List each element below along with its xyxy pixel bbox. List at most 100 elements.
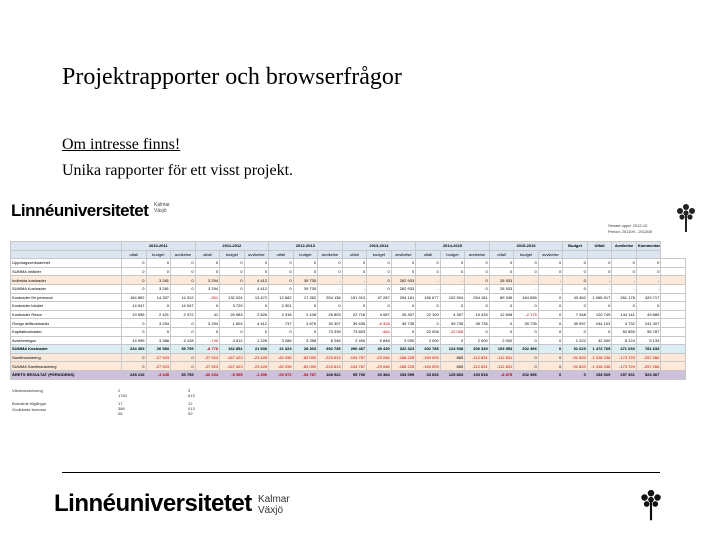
table-cell: 202 785: [415, 344, 441, 354]
table-cell: -: [415, 283, 441, 294]
report-footer-value: 3 613: [188, 388, 195, 398]
table-cell: 0: [562, 258, 588, 268]
table-cell: -112 831: [488, 361, 515, 371]
table-cell: -8 878: [488, 369, 515, 380]
table-cell: [660, 258, 686, 268]
table-cell: 0: [513, 361, 539, 371]
table-cell: 10 433: [464, 309, 490, 320]
table-cell: 0: [121, 361, 147, 371]
tree-logo-icon: [677, 204, 695, 232]
table-cell: 0: [537, 344, 564, 354]
table-cell: 0: [464, 258, 490, 268]
table-cell: 168 922: [317, 369, 343, 380]
table-row: Indirekta kostnader 0 3 281 0 3 294 0 4 412 0 39…: [10, 275, 686, 285]
table-cell: -: [635, 275, 662, 285]
table-cell: 0: [488, 301, 515, 311]
table-cell: 392 735: [317, 344, 343, 354]
table-cell: 0: [121, 352, 147, 363]
table-cell: 0: [219, 283, 245, 294]
table-cell: 0: [170, 326, 196, 337]
table-cell: 4 128: [170, 335, 196, 346]
table-cell: 0: [366, 283, 392, 294]
table-cell: 39 735: [292, 283, 319, 294]
table-cell: 49 689: [635, 309, 662, 320]
table-cell: 26 407: [390, 309, 417, 320]
table-cell: 0: [121, 275, 147, 285]
report-footer-row: Godkända bonusar: [12, 407, 46, 412]
table-cell: 2 000: [390, 335, 417, 346]
table-cell: 8 124: [611, 335, 637, 346]
table-cell: -173 729: [611, 361, 637, 371]
table-cell: 193 518: [464, 369, 490, 380]
table-cell: 202 396: [513, 344, 539, 354]
table-cell: -464: [366, 326, 392, 337]
table-cell: 0: [219, 266, 245, 277]
table-cell: 5 133: [635, 335, 662, 346]
table-cell: 0: [513, 326, 539, 337]
table-cell: -: [537, 275, 564, 285]
body-line-2: Unika rapporter för ett visst projekt.: [62, 162, 294, 179]
table-cell: 254 181: [390, 292, 417, 303]
table-cell: 0: [513, 301, 539, 311]
table-cell: 0: [121, 326, 147, 337]
table-cell: 1 222: [562, 335, 588, 346]
table-cell: 73 803: [341, 326, 368, 337]
table-cell: 0: [317, 266, 343, 277]
table-cell: 124 938: [439, 344, 466, 354]
table-cell: -83 090: [292, 352, 319, 363]
table-cell: 254 138: [317, 292, 343, 303]
table-cell: -167 423: [219, 361, 245, 371]
report-footer-label: Bokvärde tillgångar: [12, 401, 47, 406]
row-label: Kostnader för personal: [10, 292, 122, 303]
table-cell: 0: [464, 266, 490, 277]
table-cell: 737: [268, 318, 294, 328]
table-cell: 3 388: [145, 335, 172, 346]
table-cell: 0: [439, 258, 466, 268]
table-cell: 12 682: [268, 292, 294, 303]
table-cell: 0: [586, 301, 613, 311]
table-cell: -27 923: [194, 352, 221, 363]
table-cell: 0: [635, 301, 662, 311]
table-cell: 3 281: [145, 275, 172, 285]
table-cell: 30 307: [317, 318, 343, 328]
table-cell: 2 108: [292, 309, 319, 320]
report-logo-city-1: Kalmar: [154, 202, 170, 208]
table-cell: 0: [170, 283, 196, 294]
column-group-header: 2011-2012: [194, 241, 270, 251]
report-logo-subtitle: Kalmar Växjö: [154, 202, 170, 214]
table-cell: 865: [439, 361, 466, 371]
table-cell: -91 823: [562, 361, 588, 371]
column-group-header: 2012-2013: [268, 241, 343, 251]
table-cell: -4 445: [145, 369, 172, 380]
table-cell: 0: [121, 318, 147, 328]
report-meta: Senast uppd: 2012-10 Period: 201109 - 20…: [608, 223, 652, 235]
table-cell: 0: [170, 361, 196, 371]
table-cell: 14 999: [121, 335, 147, 346]
table-cell: [660, 318, 686, 328]
table-cell: 52 855: [611, 326, 637, 337]
row-label: Kostnader lokaler: [10, 301, 122, 311]
table-cell: -: [341, 283, 368, 294]
table-cell: 0: [194, 258, 221, 268]
table-cell: 0: [292, 301, 319, 311]
table-cell: 0: [145, 301, 172, 311]
table-cell: -1 490: [243, 369, 270, 380]
table-row: SUMMA Samfinansiering 0 -27 923 0 -27 923 -16…: [10, 361, 686, 371]
table-cell: [660, 344, 686, 354]
table-cell: 41: [194, 309, 221, 320]
table-cell: -168 228: [390, 352, 417, 363]
table-cell: -: [537, 283, 564, 294]
table-cell: 4 307: [439, 309, 466, 320]
row-label: Avskrivningar: [10, 335, 122, 346]
table-cell: 0: [611, 301, 637, 311]
table-cell: 3 294: [194, 318, 221, 328]
table-cell: 262 933: [390, 275, 417, 285]
table-cell: 202 396: [513, 369, 539, 380]
table-cell: 4 512: [219, 335, 245, 346]
table-cell: 26 983: [145, 344, 172, 354]
table-cell: -: [635, 283, 662, 294]
table-cell: 262 933: [390, 283, 417, 294]
table-cell: -167 423: [219, 352, 245, 363]
table-cell: [660, 301, 686, 311]
header-blank: [10, 249, 122, 260]
